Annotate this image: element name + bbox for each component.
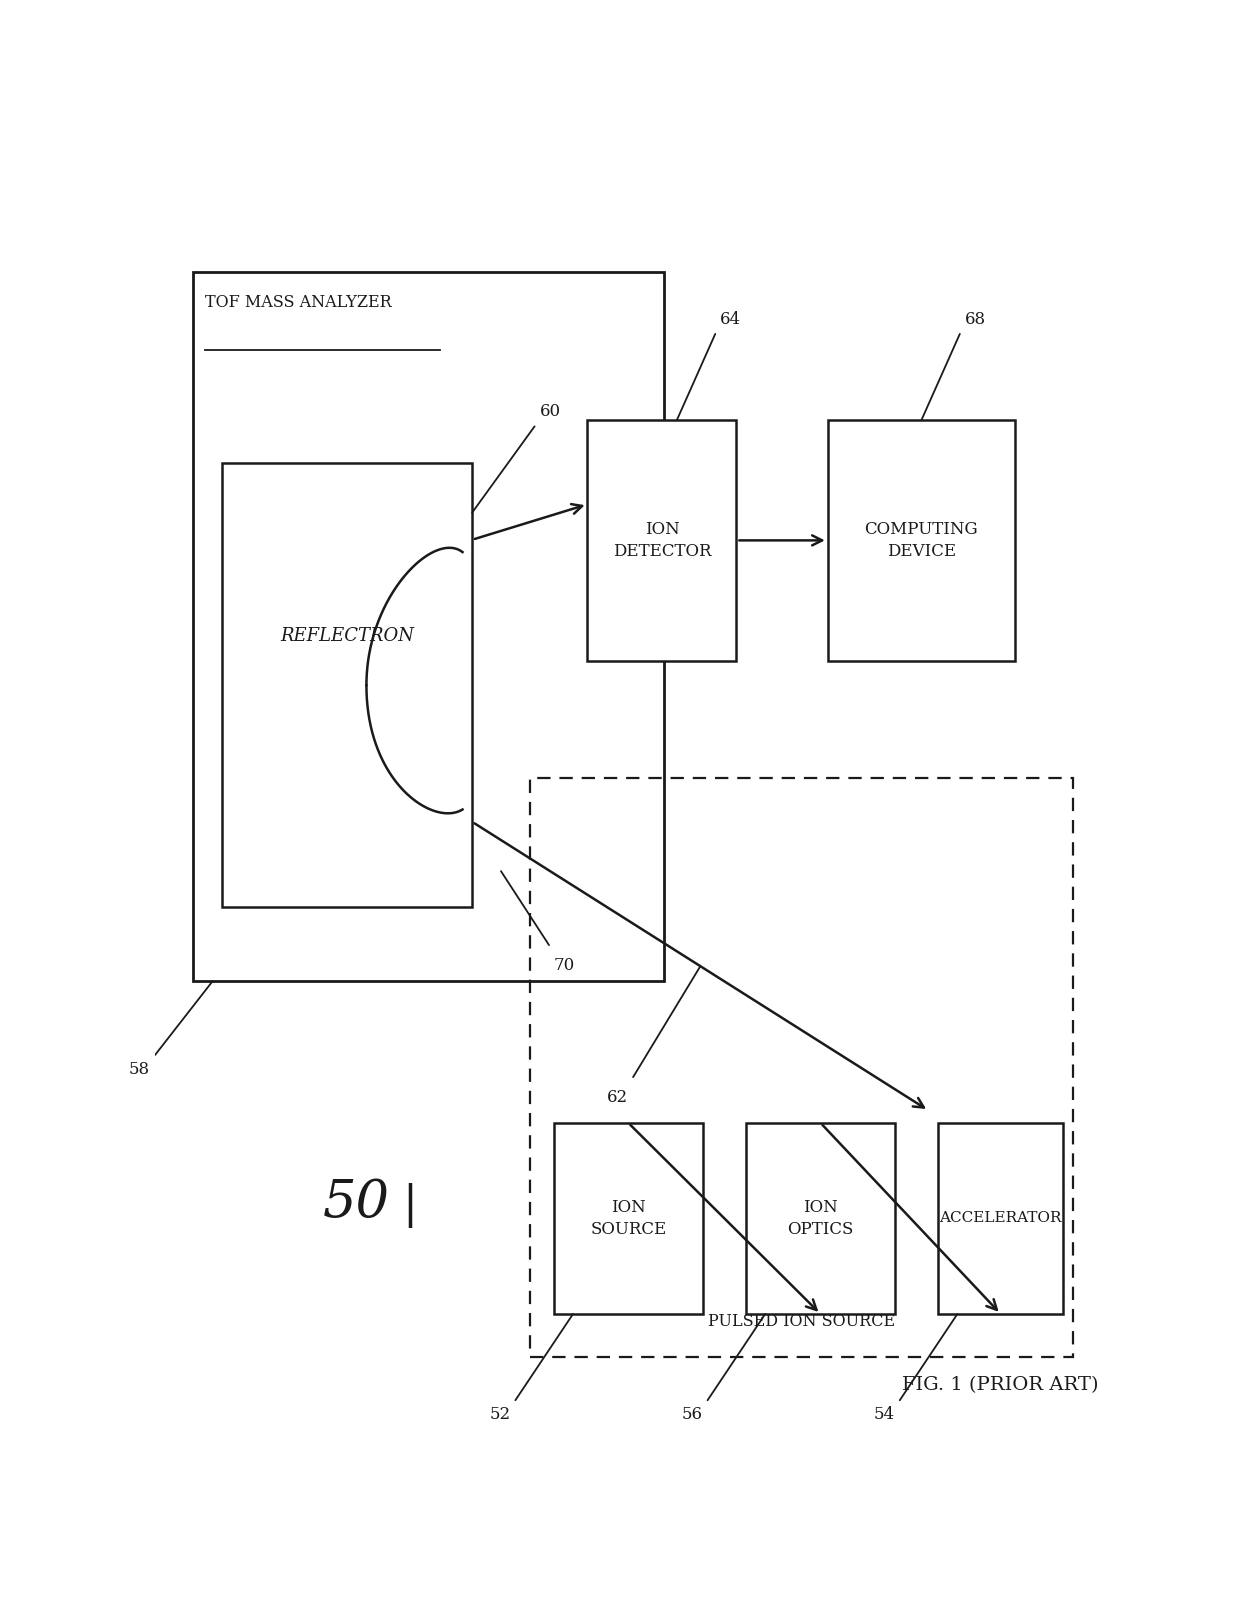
Text: 70: 70 [554, 957, 575, 975]
Text: 68: 68 [965, 311, 986, 328]
Bar [529, 778, 1073, 1358]
Text: |: | [402, 1183, 417, 1228]
Bar [746, 1122, 895, 1314]
Bar [939, 1122, 1063, 1314]
Text: 54: 54 [874, 1406, 895, 1423]
Bar [828, 419, 1016, 661]
Text: 56: 56 [682, 1406, 703, 1423]
Text: 58: 58 [129, 1061, 150, 1077]
Text: 52: 52 [490, 1406, 511, 1423]
Text: 50: 50 [324, 1177, 391, 1228]
Text: 60: 60 [539, 403, 560, 419]
Text: REFLECTRON: REFLECTRON [280, 628, 414, 645]
Text: ACCELERATOR: ACCELERATOR [940, 1212, 1061, 1225]
Text: ION
OPTICS: ION OPTICS [787, 1199, 853, 1238]
Text: TOF MASS ANALYZER: TOF MASS ANALYZER [205, 295, 392, 312]
Text: COMPUTING
DEVICE: COMPUTING DEVICE [864, 520, 978, 560]
Text: ION
SOURCE: ION SOURCE [590, 1199, 666, 1238]
Text: PULSED ION SOURCE: PULSED ION SOURCE [708, 1313, 895, 1330]
Text: 64: 64 [720, 311, 742, 328]
Bar [588, 419, 737, 661]
Text: ION
DETECTOR: ION DETECTOR [613, 520, 712, 560]
Bar [193, 272, 665, 981]
Bar [554, 1122, 703, 1314]
Text: 62: 62 [608, 1089, 629, 1106]
Bar [222, 463, 472, 908]
Text: FIG. 1 (PRIOR ART): FIG. 1 (PRIOR ART) [903, 1377, 1099, 1394]
